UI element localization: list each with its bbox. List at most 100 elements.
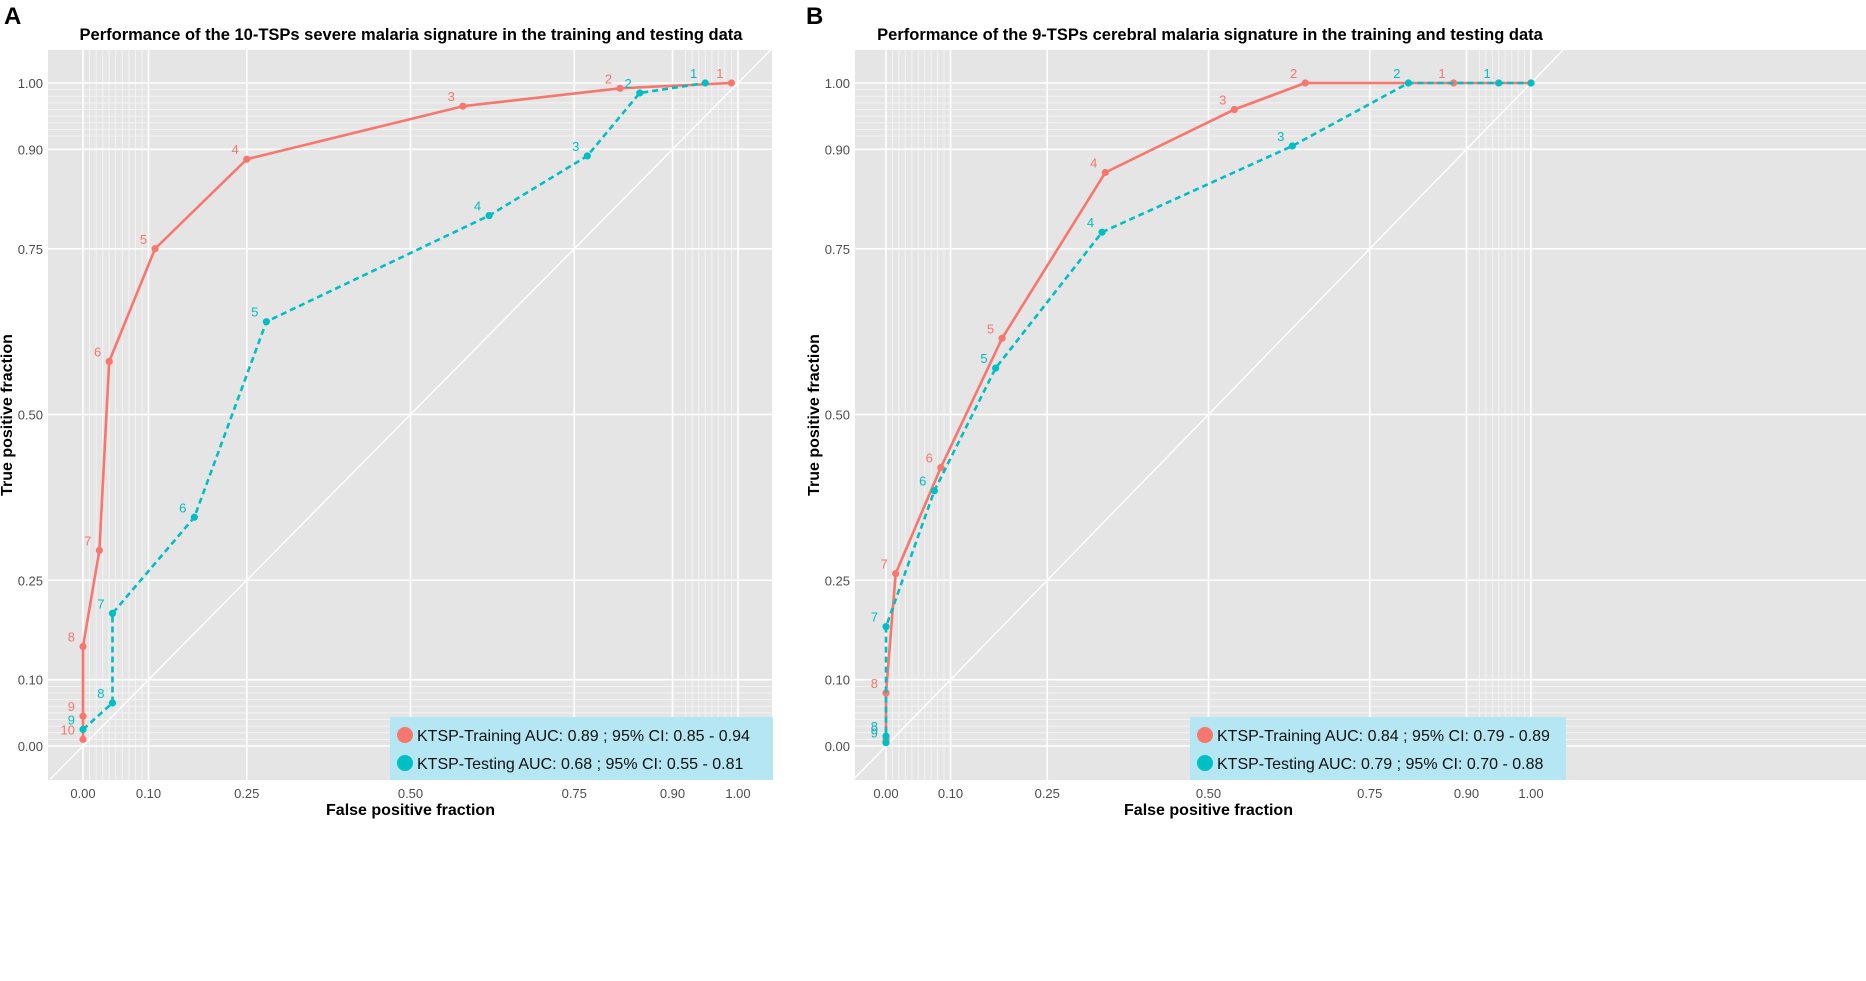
x-tick-label: 1.00 [725, 786, 750, 801]
legend: KTSP-Training AUC: 0.84 ; 95% CI: 0.79 -… [1190, 717, 1566, 780]
point-label: 7 [880, 557, 887, 572]
legend-key [397, 727, 413, 743]
point-label: 6 [179, 500, 186, 515]
legend-key [1197, 755, 1213, 771]
data-point [636, 89, 644, 97]
data-point [108, 609, 117, 618]
data-point [882, 689, 890, 697]
point-label: 7 [84, 533, 91, 548]
diagonal-reference-line [853, 42, 1571, 780]
series-ktsp-training: 10 9 8 7 6 5 4 3 2 1 [61, 66, 736, 743]
data-point [1404, 79, 1413, 87]
point-label: 8 [871, 676, 878, 691]
y-tick-label: 0.25 [18, 573, 43, 588]
point-label: 1 [716, 66, 723, 81]
x-tick-label: 0.25 [1035, 786, 1060, 801]
y-tick-label: 0.50 [825, 408, 850, 423]
y-tick-label: 0.75 [18, 242, 43, 257]
point-label: 2 [625, 76, 632, 91]
point-label: 3 [572, 139, 579, 154]
legend-label: KTSP-Testing AUC: 0.79 ; 95% CI: 0.70 - … [1217, 756, 1543, 773]
panel-a: 0.00 0.10 0.25 0.50 0.75 0.90 1.00 0.00 0.10 0.25… [0, 3, 778, 819]
series-ktsp-training: 9 8 7 6 5 4 3 2 1 [871, 66, 1535, 743]
data-point [727, 79, 736, 87]
data-point [1450, 79, 1458, 87]
y-tick-label: 1.00 [18, 76, 43, 91]
point-label: 1 [1484, 66, 1491, 81]
data-point [1101, 168, 1109, 177]
data-point [1495, 79, 1503, 87]
data-point [1288, 142, 1296, 150]
point-label: 2 [1393, 66, 1400, 81]
point-label: 9 [871, 726, 878, 741]
data-point [243, 155, 251, 163]
series-line [884, 81, 1531, 740]
data-point [95, 546, 103, 555]
point-label: 4 [1090, 156, 1097, 171]
point-label: 5 [251, 305, 258, 320]
y-tick-label: 0.10 [18, 673, 43, 688]
x-tick-label: 0.25 [234, 786, 259, 801]
legend: KTSP-Training AUC: 0.89 ; 95% CI: 0.85 -… [390, 717, 773, 780]
data-point [108, 699, 117, 707]
point-label: 3 [1277, 129, 1284, 144]
point-label: 10 [61, 722, 75, 737]
data-point [1098, 228, 1106, 236]
point-label: 8 [97, 686, 104, 701]
x-tick-label: 0.75 [1357, 786, 1382, 801]
point-label: 3 [448, 89, 455, 104]
point-label: 8 [68, 630, 75, 645]
data-point [79, 642, 87, 651]
y-tick-label: 0.50 [18, 408, 43, 423]
point-label: 6 [926, 451, 933, 466]
y-axis-title: True positive fraction [0, 334, 16, 496]
y-tick-label: 0.90 [18, 142, 43, 157]
x-tick-label: 0.00 [873, 786, 898, 801]
data-point [79, 735, 87, 743]
point-label: 7 [871, 610, 878, 625]
x-axis-title: False positive fraction [326, 802, 495, 819]
point-label: 3 [1219, 93, 1226, 108]
chart-title: Performance of the 9-TSPs cerebral malar… [877, 26, 1543, 44]
data-point [79, 725, 87, 734]
legend-key [1197, 727, 1213, 743]
point-label: 4 [1087, 215, 1094, 230]
panel-label: A [4, 3, 21, 30]
point-label: 9 [68, 699, 75, 714]
series-ktsp-testing: 9 8 7 6 5 4 3 2 1 [871, 66, 1535, 747]
data-point [992, 364, 1000, 372]
data-point [616, 84, 624, 92]
series-line [884, 81, 1531, 743]
point-label: 2 [605, 71, 612, 86]
point-label: 5 [980, 351, 987, 366]
x-tick-label: 0.50 [1196, 786, 1221, 801]
legend-label: KTSP-Training AUC: 0.84 ; 95% CI: 0.79 -… [1217, 728, 1550, 745]
x-tick-label: 0.50 [398, 786, 423, 801]
y-tick-label: 0.90 [825, 142, 850, 157]
point-label: 4 [232, 142, 239, 157]
data-point [937, 463, 945, 472]
data-point [882, 739, 890, 747]
y-tick-label: 0.25 [825, 573, 850, 588]
y-tick-label: 0.75 [825, 242, 850, 257]
data-point [882, 623, 890, 631]
y-tick-label: 0.00 [18, 739, 43, 754]
panel-b: 0.00 0.10 0.25 0.50 0.75 0.90 1.00 0.00 0.10 0.25… [806, 3, 1866, 819]
data-point [998, 334, 1006, 342]
point-label: 6 [94, 344, 101, 359]
point-label: 5 [140, 232, 147, 247]
legend-key [397, 755, 413, 771]
x-tick-label: 0.10 [938, 786, 963, 801]
point-label: 7 [97, 596, 104, 611]
panel-label: B [806, 3, 823, 30]
legend-box [390, 717, 773, 780]
y-tick-label: 1.00 [825, 76, 850, 91]
data-point [882, 732, 890, 740]
x-tick-label: 0.90 [660, 786, 685, 801]
data-point [190, 513, 198, 521]
data-point [105, 357, 113, 366]
data-point [930, 487, 938, 495]
data-point [1527, 79, 1535, 87]
